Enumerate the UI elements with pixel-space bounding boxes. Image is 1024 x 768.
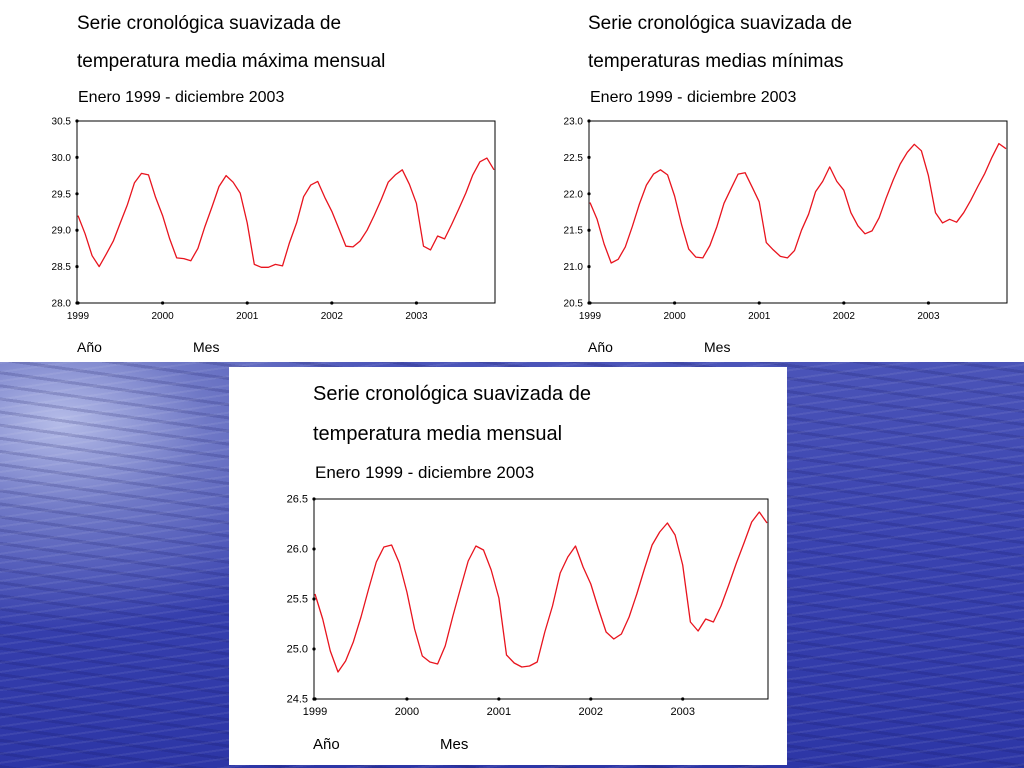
x-tick-label: 2003 [405,311,428,322]
x-tick-label: 2002 [833,311,856,322]
plot-frame [588,120,1008,304]
x-tick-mark [926,301,931,305]
x-tick-label: 2003 [670,706,694,718]
plot-frame [76,120,496,304]
chart-title-line2: temperatura media mensual [313,423,563,445]
x-tick-label: 1999 [303,706,327,718]
x-tick-mark [757,301,761,305]
x-tick-label: 2001 [236,311,259,322]
y-tick-label: 24.5 [287,694,308,706]
series-line [77,157,495,268]
x-tick-label: 2000 [151,311,174,322]
y-tick-label: 22.5 [564,153,584,164]
y-tick-label: 25.0 [287,644,308,656]
chart-title-line2: temperaturas medias mínimas [588,51,844,72]
y-tick-mark [312,497,316,501]
line-chart-min: 20.5 21.0 21.5 22.0 22.5 23.0 1999 2000 2001 2002… [564,117,1008,322]
xlabel-year: Año [313,736,340,753]
x-tick-mark [161,301,165,305]
chart-title-line1: Serie cronológica suavizada de [77,13,342,34]
y-tick-mark [587,228,591,232]
y-tick-mark [312,597,316,601]
xlabel-month: Mes [440,736,469,753]
y-tick-label: 29.0 [52,226,72,237]
y-tick-mark [587,155,591,159]
y-tick-label: 23.0 [564,117,584,128]
x-tick-mark [76,301,80,305]
xlabel-month: Mes [704,339,731,355]
y-tick-mark [75,119,79,123]
x-tick-mark [673,301,677,305]
y-tick-label: 22.0 [564,189,584,200]
xlabel-year: Año [77,339,102,355]
chart-panel-max: Serie cronológica suavizada de temperatu… [0,0,512,362]
x-tick-label: 2003 [917,311,940,322]
y-tick-mark [587,192,591,196]
y-tick-mark [312,647,316,651]
y-tick-label: 20.5 [564,299,584,310]
x-tick-mark [414,301,419,305]
x-tick-mark [842,301,846,305]
x-tick-label: 1999 [67,311,90,322]
chart-title-line2: temperatura media máxima mensual [77,51,386,72]
x-tick-label: 2001 [748,311,771,322]
chart-subtitle: Enero 1999 - diciembre 2003 [78,89,285,106]
x-tick-label: 2002 [579,706,603,718]
x-tick-label: 2000 [395,706,419,718]
y-tick-mark [75,265,79,269]
y-tick-mark [75,192,79,196]
xlabel-month: Mes [193,339,220,355]
x-tick-mark [330,301,334,305]
y-tick-label: 25.5 [287,594,308,606]
y-tick-label: 28.0 [52,299,72,310]
x-tick-mark [405,697,409,701]
x-tick-label: 2002 [321,311,344,322]
x-tick-mark [245,301,249,305]
x-tick-mark [681,697,685,701]
chart-subtitle: Enero 1999 - diciembre 2003 [590,89,797,106]
series-line [314,511,768,673]
line-chart-max: 28.0 28.5 29.0 29.5 30.0 30.5 1999 2000 2001 2002… [52,117,496,322]
x-tick-mark [497,697,501,701]
x-tick-label: 2001 [487,706,511,718]
y-tick-label: 26.0 [287,544,308,556]
y-tick-label: 30.0 [52,153,72,164]
y-tick-label: 29.5 [52,189,72,200]
y-tick-mark [587,119,591,123]
y-tick-mark [587,265,591,269]
x-tick-mark [313,697,317,701]
y-tick-label: 28.5 [52,262,72,273]
chart-subtitle: Enero 1999 - diciembre 2003 [315,463,535,482]
y-tick-mark [75,155,79,159]
xlabel-year: Año [588,339,613,355]
series-line [589,142,1007,264]
chart-title-line1: Serie cronológica suavizada de [313,383,591,405]
chart-title-line1: Serie cronológica suavizada de [588,13,853,34]
chart-panel-min: Serie cronológica suavizada de temperatu… [512,0,1024,362]
y-tick-label: 21.5 [564,226,584,237]
x-tick-label: 1999 [579,311,602,322]
plot-frame [313,498,769,700]
chart-panel-mean: Serie cronológica suavizada de temperatu… [229,367,787,765]
y-tick-label: 21.0 [564,262,584,273]
y-tick-label: 26.5 [287,494,308,506]
x-tick-mark [589,697,593,701]
y-tick-mark [312,547,316,551]
y-tick-mark [75,228,79,232]
y-tick-label: 30.5 [52,117,72,128]
x-tick-label: 2000 [663,311,686,322]
line-chart-mean: 24.5 25.0 25.5 26.0 26.5 1999 2000 2001 2002 2003 [287,494,769,718]
x-tick-mark [588,301,592,305]
